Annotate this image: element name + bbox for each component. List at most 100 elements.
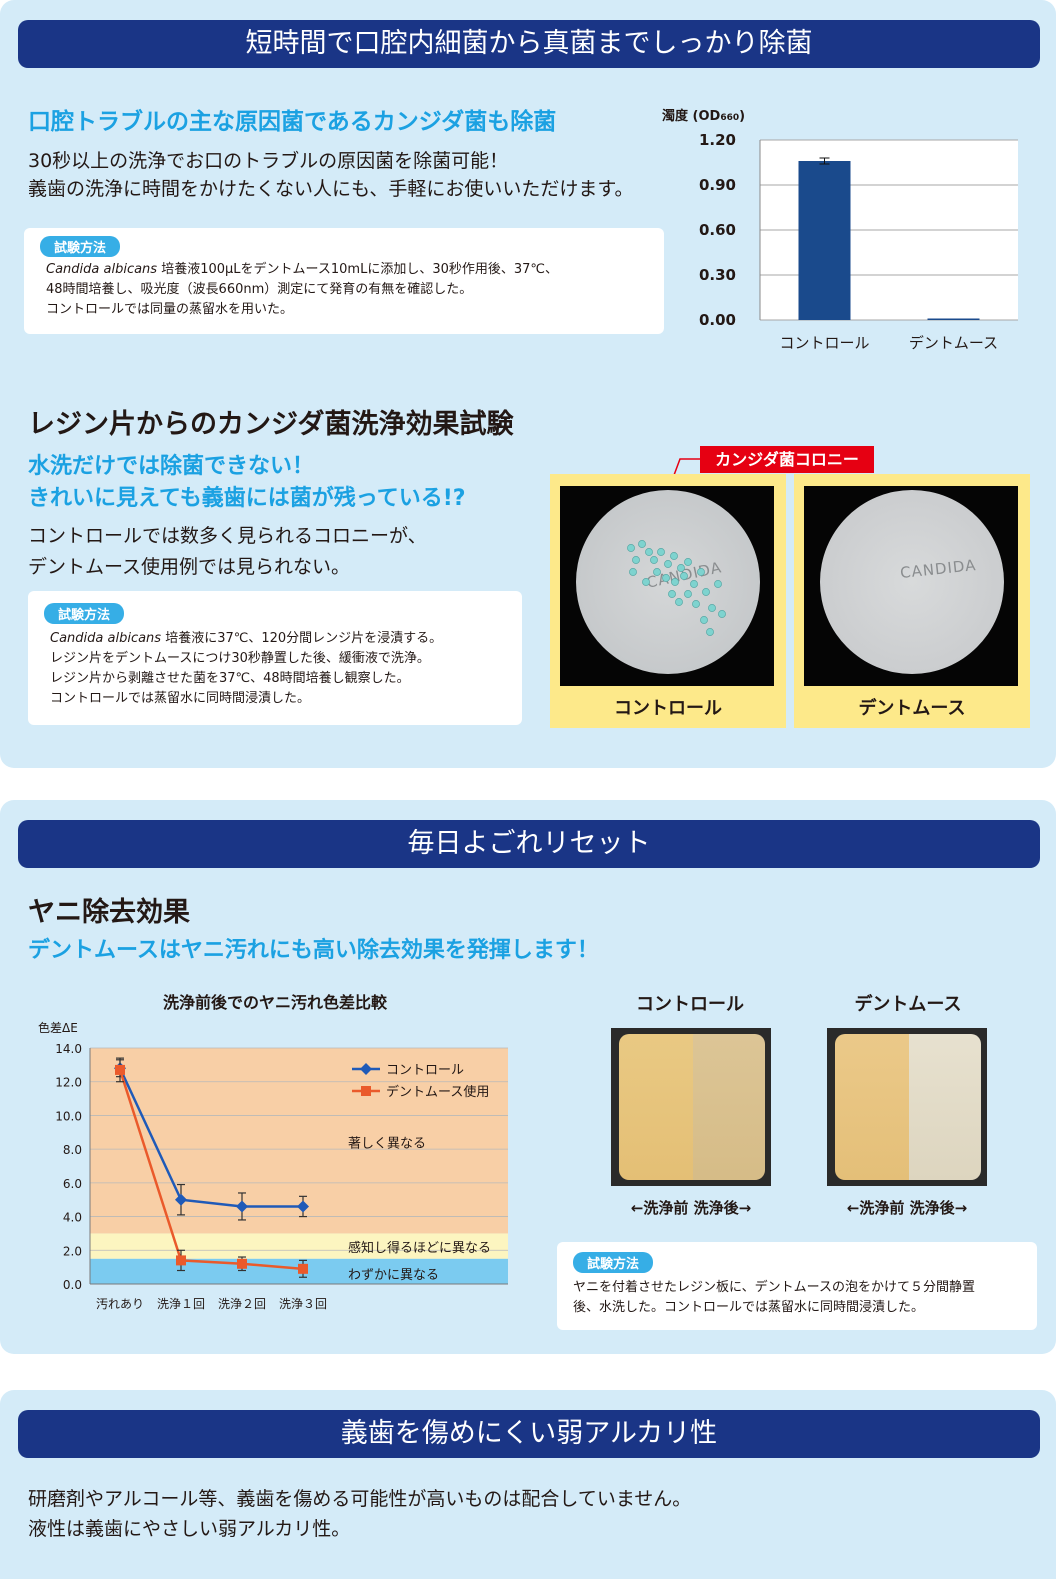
line-chart-category-label: 洗浄２回 bbox=[218, 1297, 266, 1311]
section-banner-alkaline: 義歯を傷めにくい弱アルカリ性 bbox=[18, 1410, 1040, 1458]
colony bbox=[680, 572, 688, 580]
dish-label-dent: デントムース bbox=[858, 698, 966, 719]
colony bbox=[671, 578, 679, 586]
resin-blue-line-2: きれいに見えても義歯には菌が残っている!? bbox=[28, 486, 466, 511]
line-chart-ytick-label: 4.0 bbox=[63, 1211, 82, 1225]
candida-heading: 口腔トラブルの主な原因菌であるカンジダ菌も除菌 bbox=[28, 109, 557, 135]
line-chart-title: 洗浄前後でのヤニ汚れ色差比較 bbox=[163, 993, 388, 1012]
line-chart-ytick-label: 10.0 bbox=[55, 1109, 82, 1123]
line-chart-marker bbox=[176, 1255, 186, 1266]
bar-chart-ytick-label: 0.00 bbox=[699, 311, 736, 329]
bar-chart-ytick-label: 0.60 bbox=[699, 221, 736, 239]
line-chart-series-line bbox=[118, 1069, 304, 1271]
colony bbox=[684, 558, 692, 566]
line-chart-marker bbox=[297, 1200, 309, 1213]
colony bbox=[653, 568, 661, 576]
sterilization-body-1: 30秒以上の洗浄でお口のトラブルの原因菌を除菌可能！ bbox=[28, 150, 509, 172]
petri-dish-dent bbox=[820, 490, 1004, 674]
colony bbox=[642, 578, 650, 586]
line-chart-ytick-label: 12.0 bbox=[55, 1076, 82, 1090]
resin-photo-control bbox=[611, 1028, 771, 1186]
colony bbox=[650, 556, 658, 564]
stain-blue: デントムースはヤニ汚れにも高い除去効果を発揮します！ bbox=[28, 938, 599, 963]
resin-plate-before bbox=[835, 1034, 909, 1180]
method-line-1: 培養液に37℃、120分間レンジ片を浸漬する。 bbox=[161, 631, 443, 646]
test-method-tag: 試験方法 bbox=[573, 1252, 654, 1273]
colony bbox=[700, 616, 708, 624]
test-method-box-3: 試験方法 ヤニを付着させたレジン板に、デントムースの泡をかけて５分間静置 後、水… bbox=[557, 1242, 1037, 1330]
colony bbox=[664, 560, 672, 568]
colony-group bbox=[627, 540, 726, 636]
colony bbox=[690, 580, 698, 588]
species-name: Candida albicans bbox=[46, 262, 158, 277]
photo-caption-dent: ←洗浄前 洗浄後→ bbox=[846, 1199, 968, 1217]
colony bbox=[645, 548, 653, 556]
line-chart-marker bbox=[298, 1263, 308, 1274]
colony bbox=[714, 580, 722, 588]
colony bbox=[657, 548, 665, 556]
resin-photo-dent bbox=[827, 1028, 987, 1186]
alkaline-body-2: 液性は義歯にやさしい弱アルカリ性。 bbox=[28, 1518, 351, 1540]
callout-colony: カンジダ菌コロニー bbox=[700, 446, 874, 473]
line-chart-marker bbox=[236, 1200, 248, 1213]
test-method-text: ヤニを付着させたレジン板に、デントムースの泡をかけて５分間静置 後、水洗した。コ… bbox=[573, 1278, 975, 1318]
line-chart-marker bbox=[175, 1193, 187, 1206]
colony bbox=[662, 574, 670, 582]
method-line-2: 48時間培養し、吸光度（波長660nm）測定にて発育の有無を確認した。 bbox=[46, 282, 473, 297]
resin-body-2: デントムース使用例では見られない。 bbox=[28, 556, 351, 578]
colony bbox=[702, 588, 710, 596]
test-method-box-1: 試験方法 Candida albicans 培養液100μLをデントムース10m… bbox=[24, 228, 664, 334]
colony bbox=[692, 600, 700, 608]
line-chart-legend-marker bbox=[360, 1063, 372, 1075]
bar-chart-ytick-label: 0.90 bbox=[699, 176, 736, 194]
method-line-3: レジン片から剥離させた菌を37℃、48時間培養し観察した。 bbox=[50, 671, 410, 686]
section-banner-sterilization: 短時間で口腔内細菌から真菌までしっかり除菌 bbox=[18, 20, 1040, 68]
resin-plate-before bbox=[619, 1034, 693, 1180]
method-line-1: ヤニを付着させたレジン板に、デントムースの泡をかけて５分間静置 bbox=[573, 1280, 975, 1295]
line-chart-band-label: 著しく異なる bbox=[348, 1136, 426, 1151]
dish-frame-dent: CANDIDA デントムース bbox=[794, 474, 1030, 728]
test-method-tag: 試験方法 bbox=[44, 603, 125, 624]
line-chart-category-label: 洗浄１回 bbox=[157, 1297, 205, 1311]
method-line-4: コントロールでは蒸留水に同時間浸漬した。 bbox=[50, 691, 311, 706]
photo-caption-control: ←洗浄前 洗浄後→ bbox=[630, 1199, 752, 1217]
method-line-1: 培養液100μLをデントムース10mLに添加し、30秒作用後、37℃、 bbox=[157, 262, 559, 277]
species-name: Candida albicans bbox=[50, 631, 162, 646]
line-chart-series-line bbox=[118, 1067, 303, 1208]
test-method-text: Candida albicans 培養液100μLをデントムース10mLに添加し… bbox=[46, 260, 558, 320]
colony bbox=[697, 568, 705, 576]
resin-blue-line-1: 水洗だけでは除菌できない！ bbox=[28, 454, 315, 479]
bar-chart-ytick-label: 0.30 bbox=[699, 266, 736, 284]
line-chart-band bbox=[90, 1233, 508, 1259]
colony bbox=[627, 544, 635, 552]
method-line-2: 後、水洗した。コントロールでは蒸留水に同時間浸漬した。 bbox=[573, 1300, 925, 1315]
bar-chart-bar bbox=[798, 161, 851, 320]
colony bbox=[718, 610, 726, 618]
line-chart-band-label: わずかに異なる bbox=[348, 1268, 439, 1283]
line-chart-category-label: 汚れあり bbox=[96, 1297, 144, 1311]
line-chart-legend-label: デントムース使用 bbox=[386, 1084, 489, 1100]
line-chart-ylabel: 色差ΔE bbox=[38, 1021, 78, 1035]
dish-photo-dent: CANDIDA bbox=[804, 486, 1018, 686]
colony bbox=[708, 604, 716, 612]
resin-plate-after bbox=[693, 1034, 765, 1180]
line-chart-band-label: 感知し得るほどに異なる bbox=[348, 1240, 491, 1256]
colony bbox=[632, 556, 640, 564]
dish-photo-control: CANDIDA bbox=[560, 486, 774, 686]
line-chart-ytick-label: 14.0 bbox=[55, 1042, 82, 1056]
resin-body-1: コントロールでは数多く見られるコロニーが、 bbox=[28, 525, 427, 547]
test-method-box-2: 試験方法 Candida albicans 培養液に37℃、120分間レンジ片を… bbox=[28, 591, 522, 725]
dish-frame-control: CANDIDA コントロール bbox=[550, 474, 786, 728]
bar-chart-ylabel: 濁度 (OD660) bbox=[662, 108, 745, 124]
resin-plate-after bbox=[909, 1034, 981, 1180]
colony bbox=[670, 552, 678, 560]
colony bbox=[629, 568, 637, 576]
line-chart-band bbox=[90, 1048, 508, 1234]
bar-chart-category-label: コントロール bbox=[779, 334, 869, 352]
bar-chart-ytick-label: 1.20 bbox=[699, 131, 736, 149]
photo-label-dent: デントムース bbox=[854, 994, 962, 1015]
resin-test-heading: レジン片からのカンジダ菌洗浄効果試験 bbox=[28, 409, 514, 440]
bar-chart-bar bbox=[927, 318, 980, 320]
photo-label-control: コントロール bbox=[636, 994, 744, 1015]
